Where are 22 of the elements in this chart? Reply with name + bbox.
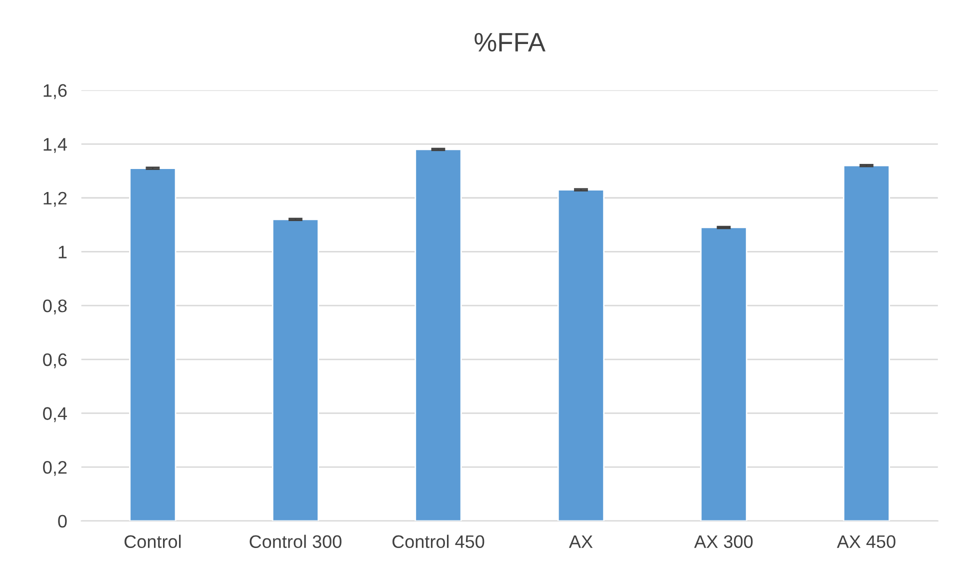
y-tick-label: 0,6 — [43, 353, 67, 368]
y-tick-label: 0,2 — [43, 460, 67, 476]
y-tick-label: 1,2 — [44, 192, 67, 207]
x-tick-label: AX 300 — [694, 535, 753, 548]
x-tick-label: Control — [124, 534, 181, 548]
y-tick-label: 0 — [58, 514, 67, 528]
x-tick-label: Control 450 — [392, 534, 484, 548]
bar — [272, 218, 320, 521]
y-tick-label: 1 — [58, 246, 67, 258]
y-tick-label: 0,4 — [43, 407, 67, 422]
x-tick-label: AX 450 — [836, 535, 896, 548]
bar — [557, 189, 605, 521]
y-tick-label: 0,8 — [43, 299, 67, 314]
y-tick-label: 1,4 — [44, 138, 67, 153]
chart-title: %FFA — [474, 33, 546, 52]
bar — [700, 226, 748, 521]
x-tick-label: AX — [568, 535, 593, 548]
x-tick-label: Control 300 — [250, 534, 342, 548]
bar — [414, 148, 462, 521]
bar — [842, 164, 890, 521]
bar — [129, 168, 176, 521]
y-tick-label: 1,6 — [44, 84, 67, 100]
